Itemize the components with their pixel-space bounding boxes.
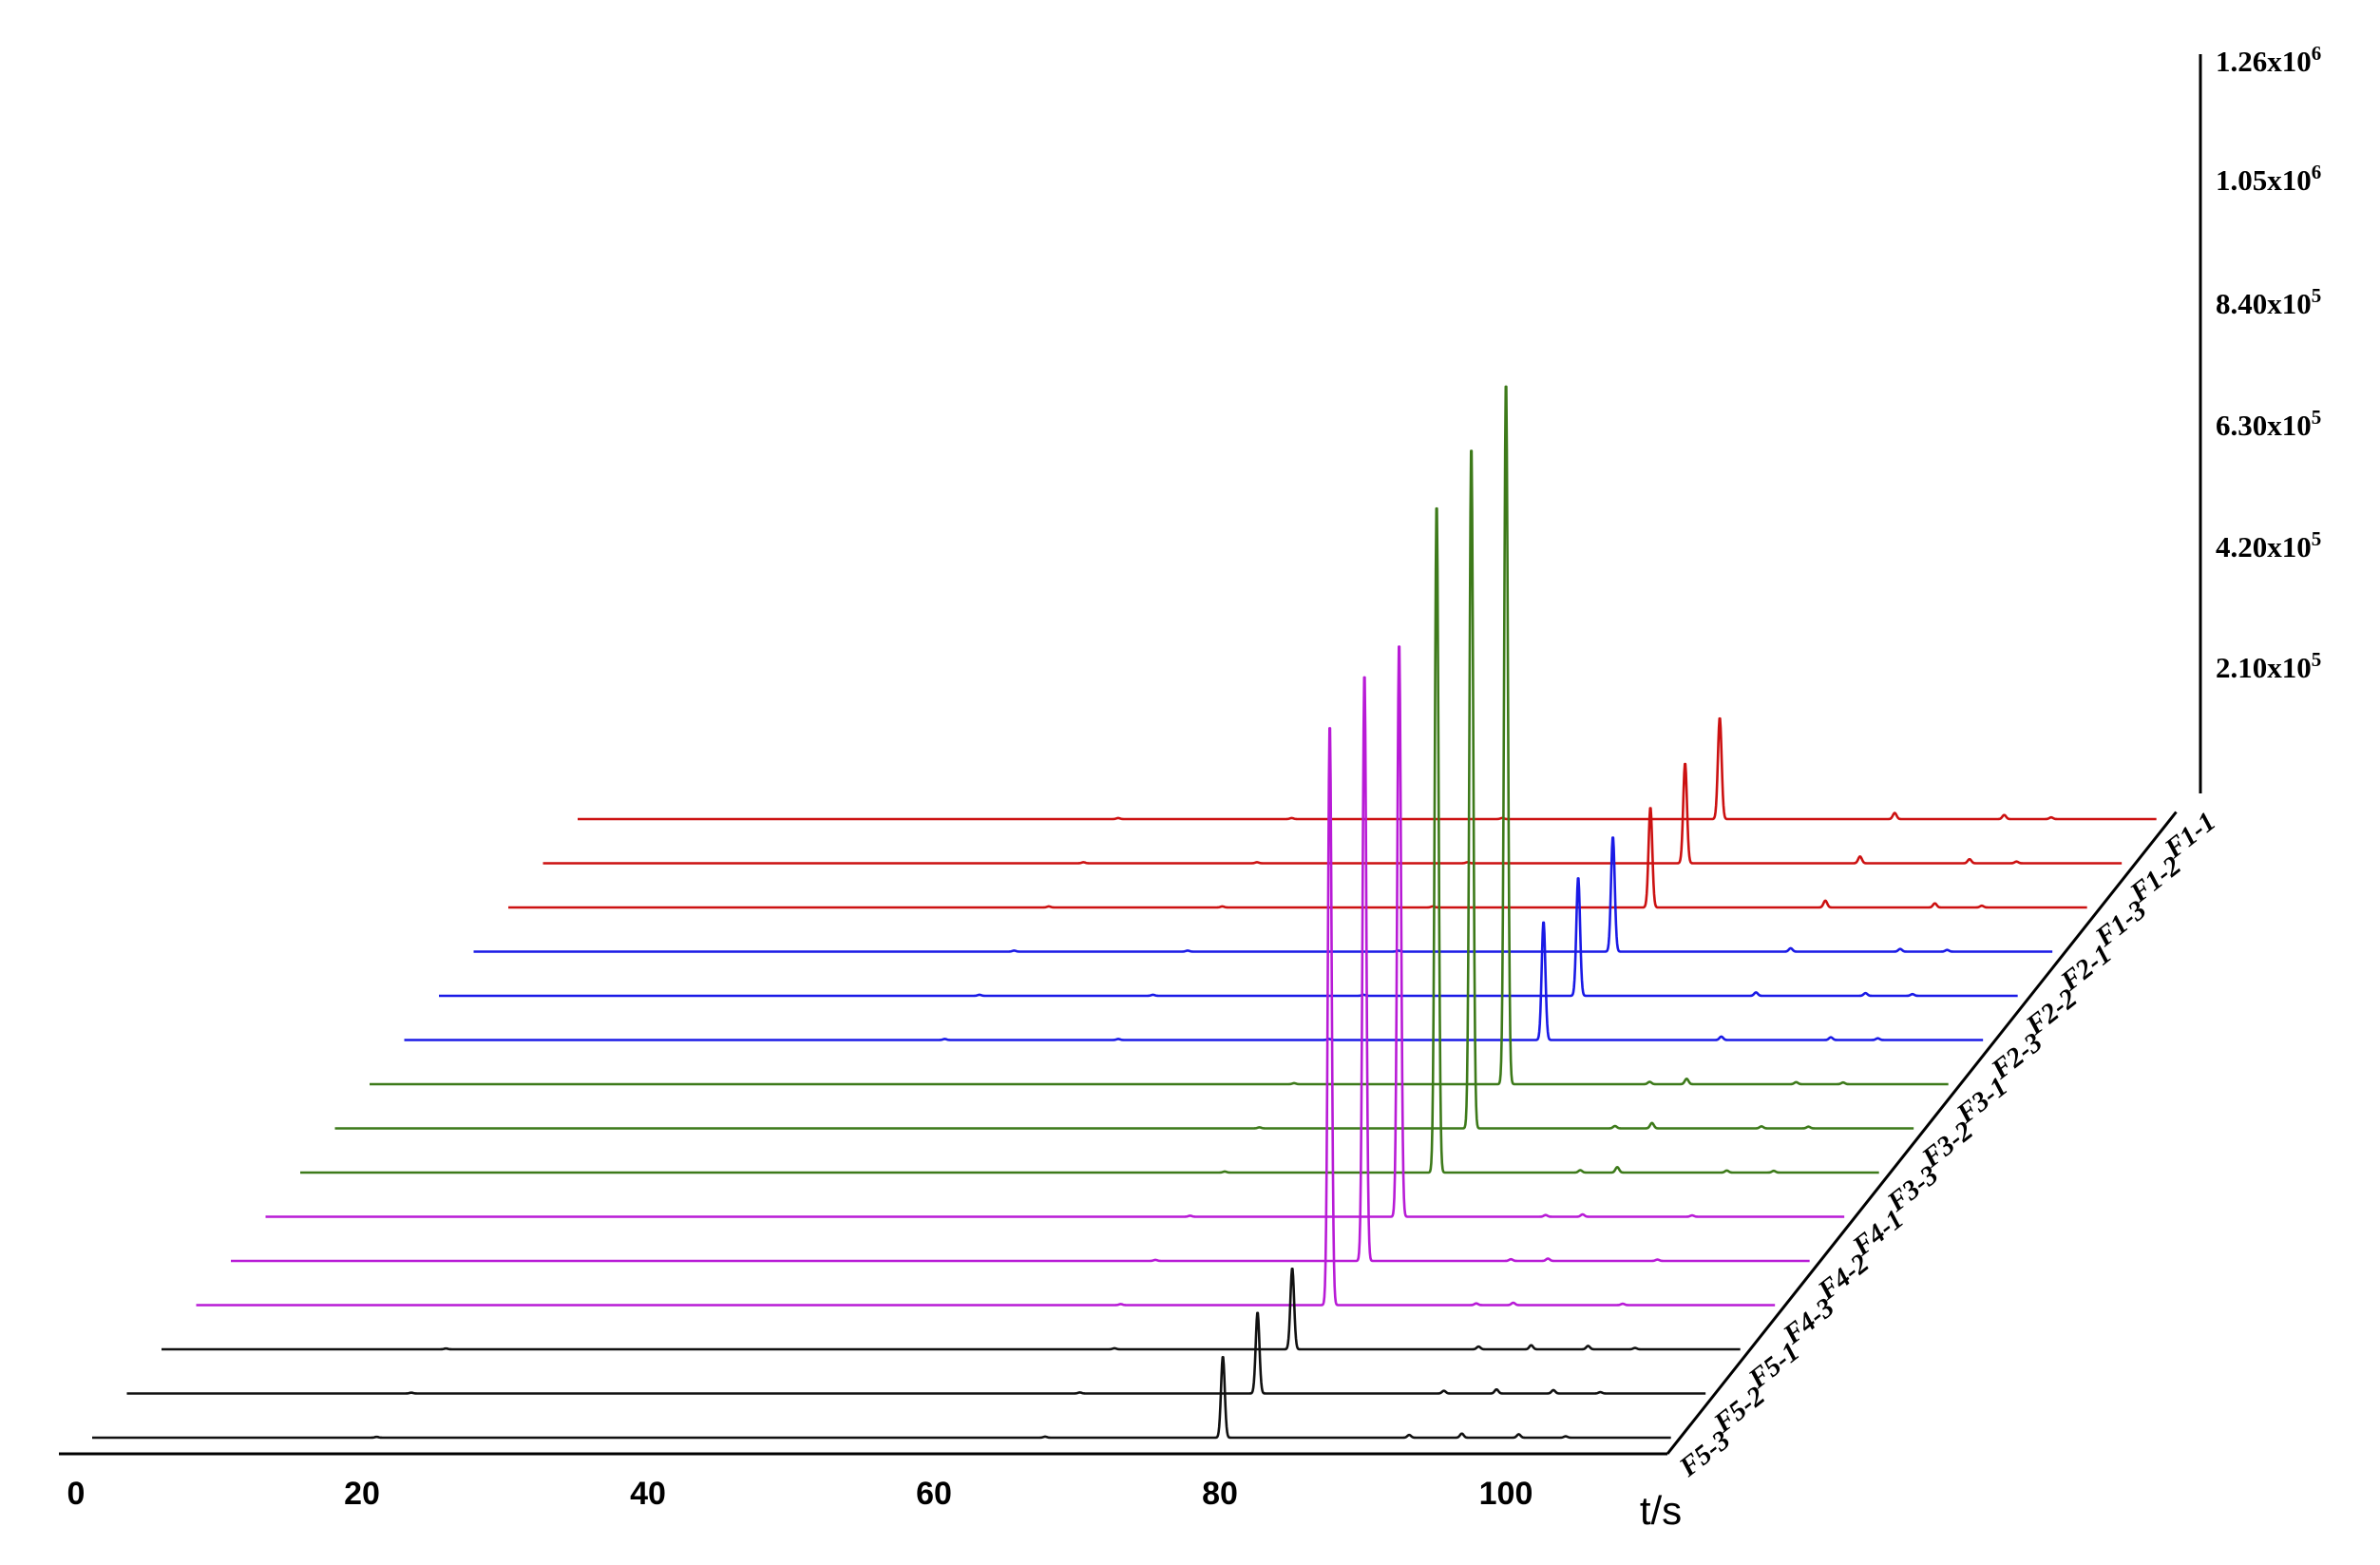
- trace-F5-3: [91, 1355, 1672, 1440]
- axis-labels: 0 20 40 60 80 100 t/s 2.10x105 4.20x105 6.30x105 8…: [67, 42, 2322, 1533]
- trace-F1-1: [577, 716, 2158, 821]
- x-tick-label: 0: [67, 1476, 86, 1512]
- trace-F3-2: [333, 449, 1914, 1130]
- z-tick-label: 1.26x106: [2216, 42, 2321, 78]
- z-tick-label: 1.05x106: [2216, 161, 2321, 197]
- x-tick-label: 60: [916, 1476, 952, 1512]
- x-tick-label: 100: [1479, 1476, 1533, 1512]
- x-axis-title: t/s: [1640, 1488, 1682, 1533]
- trace-F3-3: [299, 506, 1880, 1174]
- depth-axis-line: [1666, 811, 2178, 1455]
- trace-F1-2: [542, 762, 2123, 865]
- z-tick-label: 8.40x105: [2216, 284, 2321, 320]
- series-traces: [91, 385, 2158, 1440]
- axes: [59, 54, 2202, 1456]
- trace-F5-2: [125, 1311, 1706, 1395]
- trace-F3-1: [369, 385, 1950, 1086]
- trace-F1-3: [507, 807, 2088, 909]
- z-tick-label: 4.20x105: [2216, 527, 2321, 563]
- trace-F2-1: [472, 836, 2053, 953]
- trace-F2-2: [438, 877, 2019, 998]
- x-tick-label: 80: [1202, 1476, 1238, 1512]
- trace-F4-1: [264, 645, 1845, 1218]
- z-tick-label: 2.10x105: [2216, 648, 2321, 684]
- x-tick-label: 40: [630, 1476, 666, 1512]
- trace-F4-3: [195, 727, 1776, 1307]
- trace-F5-1: [161, 1267, 1742, 1351]
- x-tick-label: 20: [344, 1476, 380, 1512]
- trace-F4-2: [230, 676, 1811, 1263]
- z-tick-label: 6.30x105: [2216, 406, 2321, 442]
- trace-F2-3: [403, 921, 1984, 1041]
